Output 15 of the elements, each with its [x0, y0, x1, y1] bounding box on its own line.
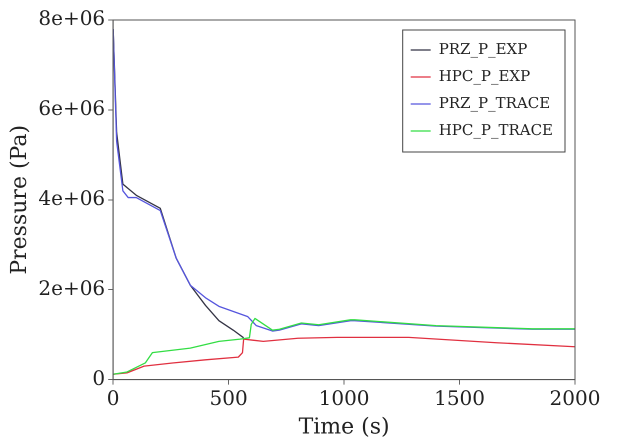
y-axis-title: Pressure (Pa) [6, 124, 32, 275]
legend-label: PRZ_P_EXP [438, 40, 528, 58]
x-tick-label: 500 [210, 386, 248, 410]
y-tick-label: 4e+06 [38, 186, 106, 210]
legend-label: HPC_P_EXP [438, 66, 530, 85]
x-tick-label: 1500 [434, 386, 485, 410]
y-tick-label: 6e+06 [38, 96, 106, 120]
y-tick-label: 2e+06 [38, 276, 106, 300]
legend-label: PRZ_P_TRACE [438, 94, 550, 112]
y-tick-label: 8e+06 [38, 6, 106, 30]
x-tick-label: 1000 [318, 386, 370, 410]
legend-label: HPC_P_TRACE [438, 120, 554, 139]
x-tick-label: 2000 [550, 386, 600, 410]
x-axis-title: Time (s) [298, 414, 390, 440]
y-tick-label: 0 [92, 366, 106, 390]
